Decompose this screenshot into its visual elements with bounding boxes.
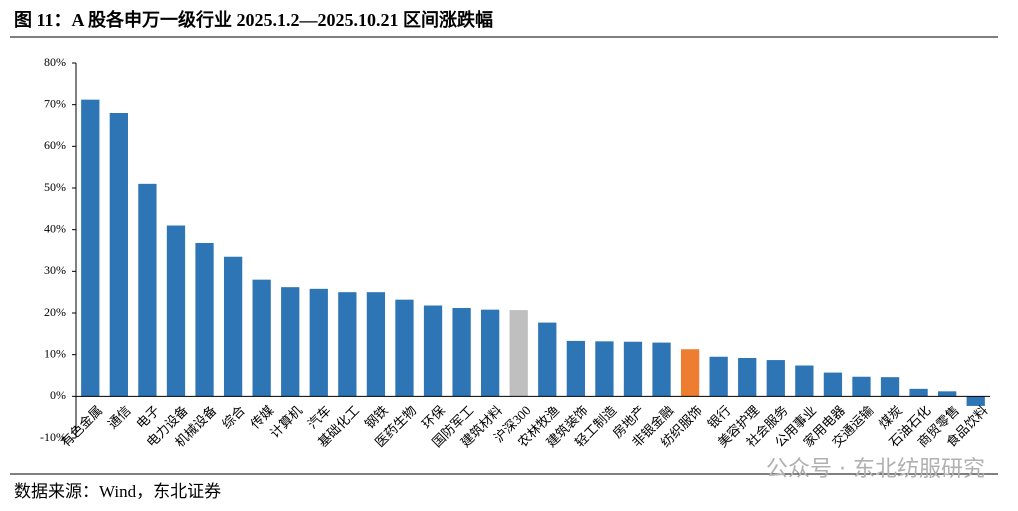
bar [166,225,186,397]
watermark: 公众号 · 东北纺服研究 [766,457,985,482]
bar [366,292,386,397]
bar [281,287,300,397]
bar [223,256,243,397]
chart-title: 图 11：A 股各申万一级行业 2025.1.2—2025.10.21 区间涨跌… [14,9,493,30]
bar [938,391,957,397]
bar [852,376,871,397]
y-tick-label: 10% [44,346,66,360]
bar [880,377,900,397]
bar [309,288,328,397]
bar [395,299,414,397]
bar [652,342,671,397]
bar [680,349,700,397]
bar [252,279,271,397]
bar [566,340,585,397]
bar [138,183,157,397]
source: 数据来源：Wind，东北证券 [14,482,221,501]
y-tick-label: 60% [44,138,66,152]
y-tick-label: -10% [40,430,66,444]
bar [623,341,643,397]
x-tick-label: 综合 [219,403,248,432]
bar [595,341,614,397]
y-tick-label: 20% [44,305,66,319]
bar [452,308,471,397]
bar [766,360,785,397]
bar [195,243,214,397]
x-tick-label: 计算机 [267,403,305,441]
bar [823,372,843,397]
x-tick-label: 通信 [105,403,134,432]
bar [109,113,128,397]
bar [481,309,500,397]
y-tick-label: 30% [44,263,66,277]
y-tick-label: 50% [44,180,66,194]
bar [795,365,814,397]
bar [538,322,557,397]
y-tick-label: 80% [44,55,66,69]
bar [709,356,728,397]
y-tick-label: 40% [44,221,66,235]
bar [509,310,528,397]
bar [909,388,928,397]
x-tick-label: 有色金属 [58,403,105,450]
y-tick-label: 0% [50,388,66,402]
y-tick-label: 70% [44,96,66,110]
bar [738,358,757,397]
bar [81,99,100,397]
bar [338,292,357,397]
bar [966,396,985,406]
bar [423,305,443,397]
